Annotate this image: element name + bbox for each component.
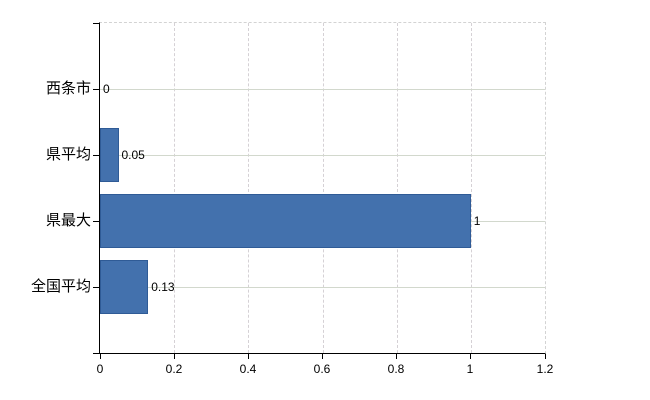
plot-area: 0 0.05 1 0.13 <box>99 22 546 354</box>
gridline-horizontal <box>100 155 545 156</box>
y-tick <box>93 287 99 288</box>
category-label: 西条市 <box>45 80 91 97</box>
gridline-vertical <box>174 23 176 353</box>
x-tick <box>248 354 249 359</box>
x-tick <box>470 354 471 359</box>
x-tick-label: 0.2 <box>165 362 183 376</box>
x-tick <box>100 354 101 359</box>
gridline-horizontal <box>100 89 545 90</box>
x-tick <box>545 354 546 359</box>
x-tick-label: 1.2 <box>536 362 554 376</box>
y-tick <box>93 155 99 156</box>
category-label: 県平均 <box>45 146 91 163</box>
y-tick <box>93 221 99 222</box>
x-tick-label: 0.8 <box>387 362 405 376</box>
x-tick-label: 0.6 <box>313 362 331 376</box>
bar <box>100 128 119 182</box>
category-label: 県最大 <box>45 212 91 229</box>
x-tick-label: 0 <box>96 362 104 376</box>
y-tick <box>93 353 99 354</box>
bar-value-label: 0.13 <box>151 280 175 294</box>
gridline-vertical <box>248 23 250 353</box>
x-tick-label: 1 <box>466 362 474 376</box>
category-label: 全国平均 <box>30 278 91 295</box>
x-tick <box>322 354 323 359</box>
gridline-vertical <box>396 23 398 353</box>
bar-value-label: 0 <box>103 82 110 96</box>
bar-value-label: 1 <box>473 214 481 228</box>
x-tick <box>174 354 175 359</box>
bar <box>100 260 149 314</box>
gridline-horizontal <box>100 287 545 288</box>
x-tick <box>396 354 397 359</box>
bar <box>100 194 471 248</box>
y-tick <box>93 89 99 90</box>
gridline-vertical <box>322 23 324 353</box>
bar-value-label: 0.05 <box>121 148 145 162</box>
x-tick-label: 0.4 <box>239 362 257 376</box>
gridline-vertical <box>470 23 472 353</box>
y-tick <box>93 23 99 24</box>
